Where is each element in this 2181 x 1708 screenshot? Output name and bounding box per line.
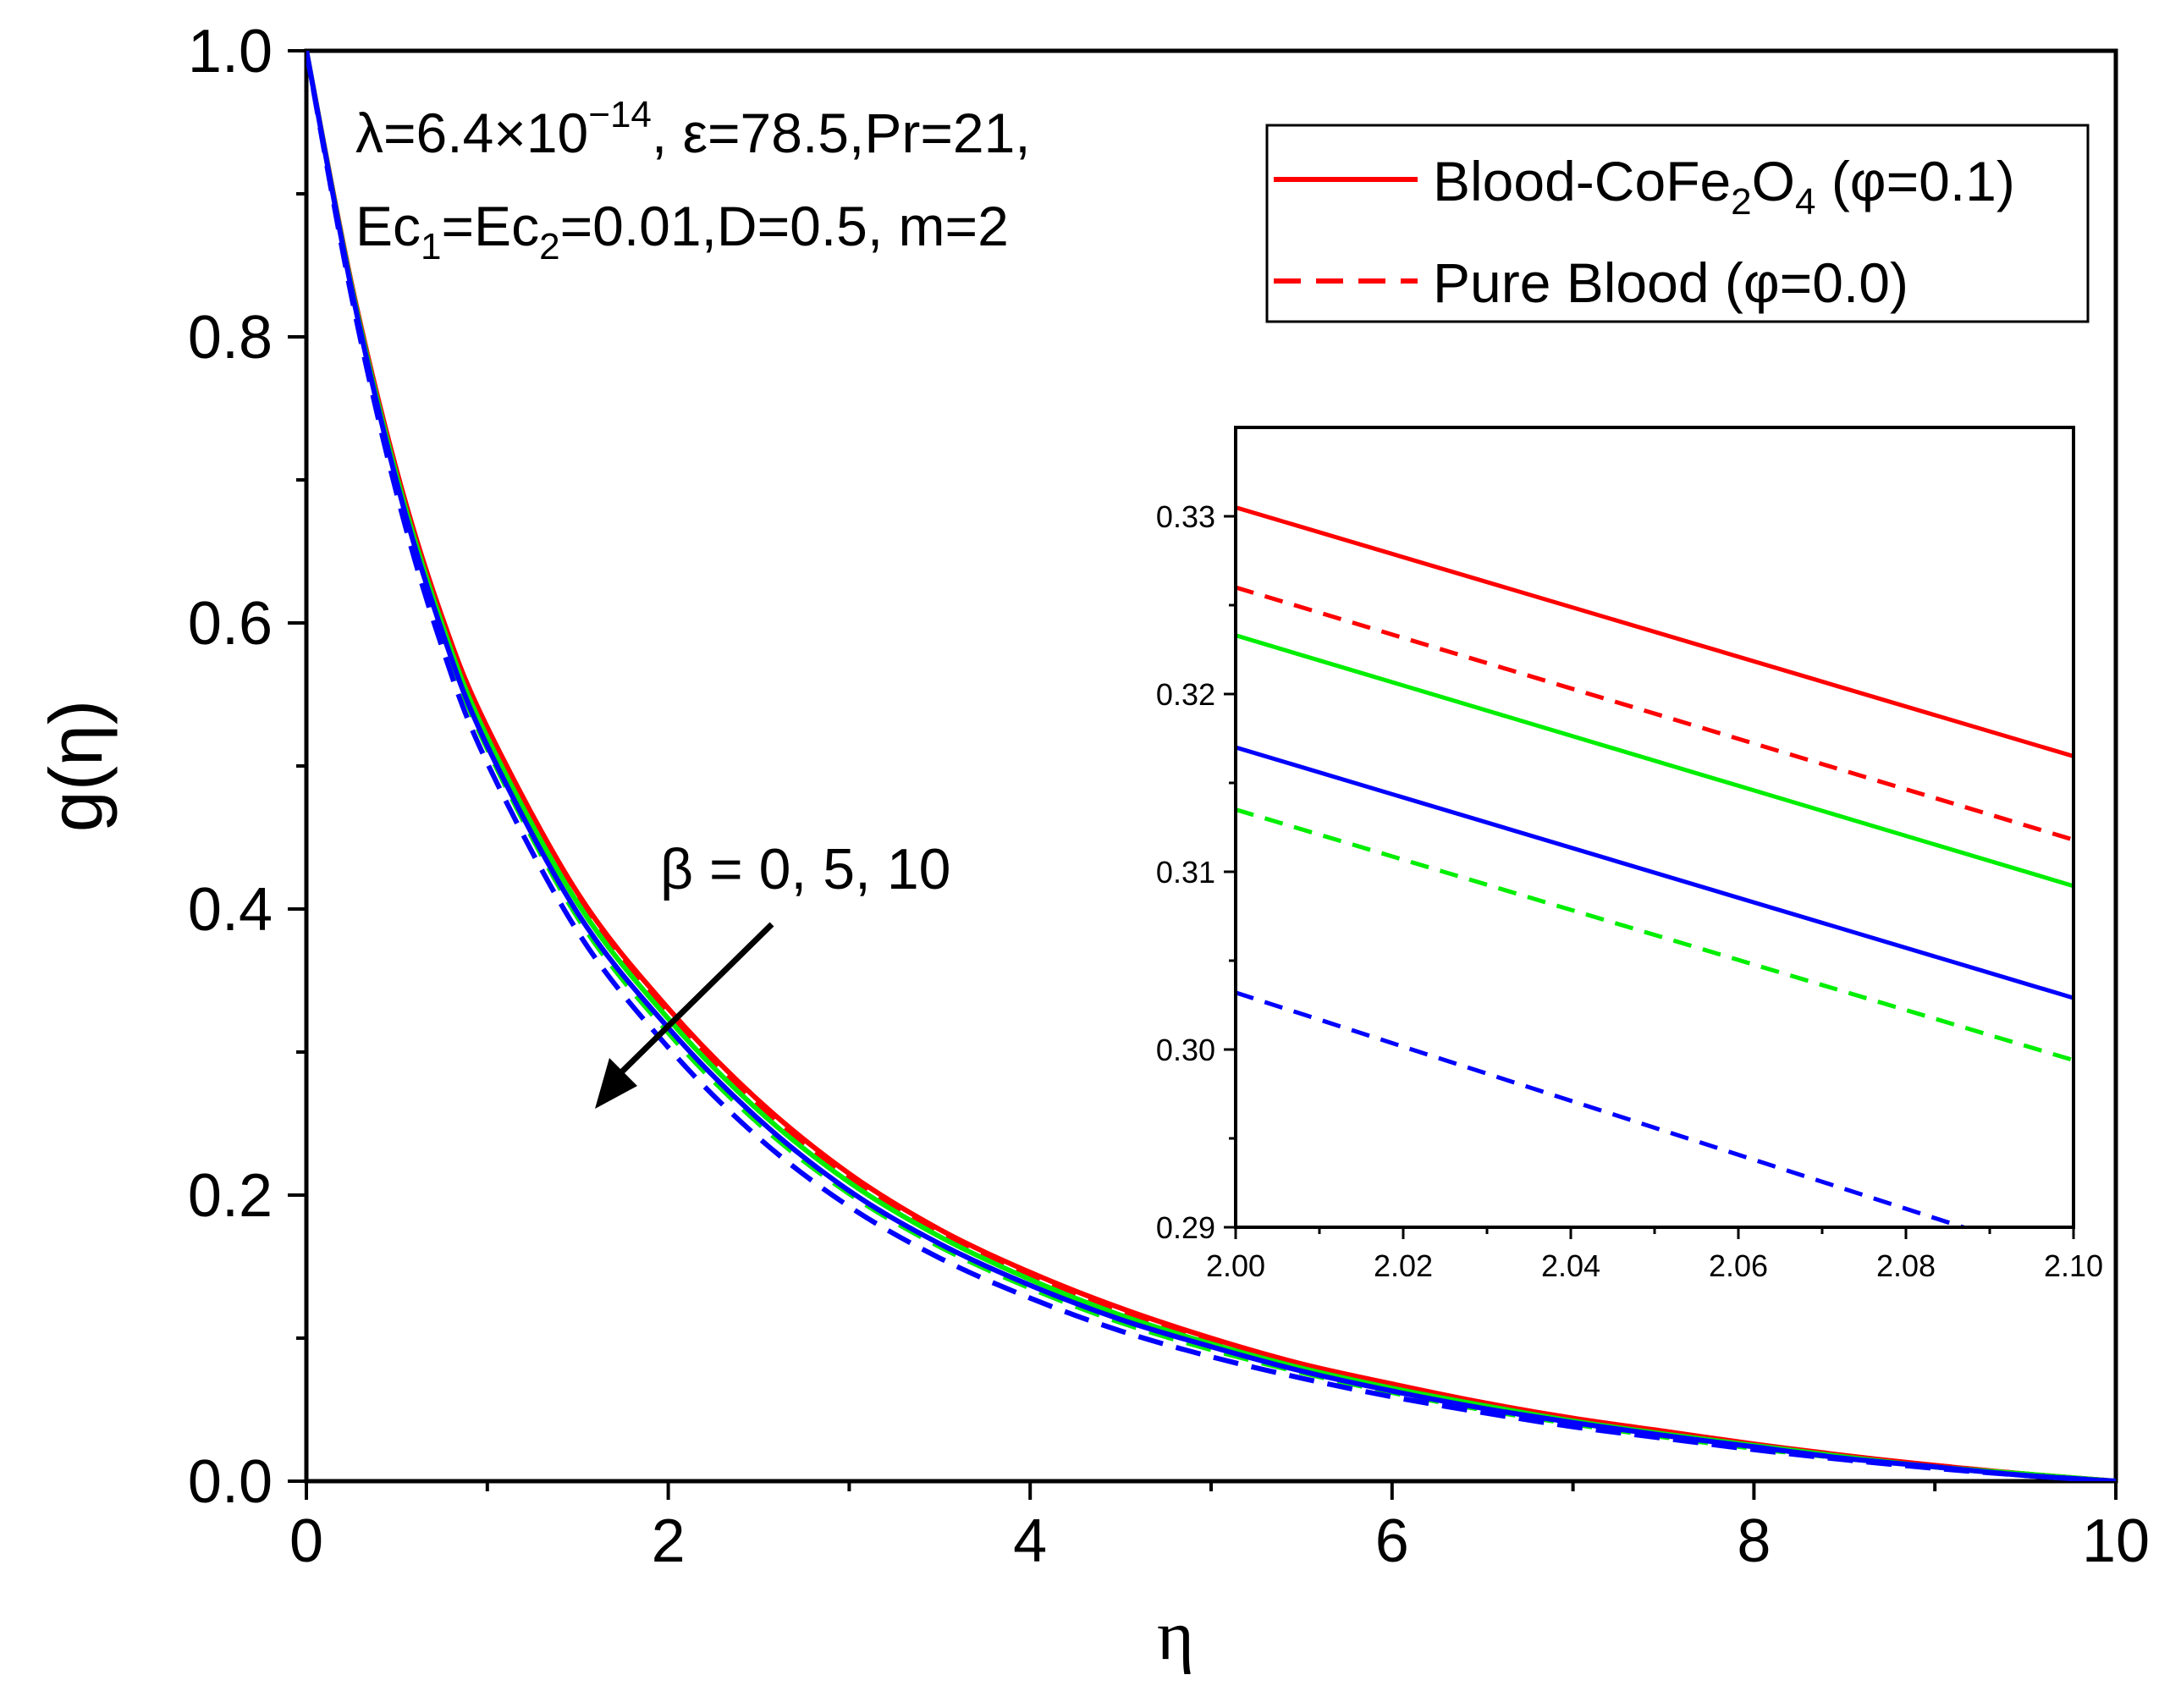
parameter-line-1: λ=6.4×10−14, ε=78.5,Pr=21, — [355, 94, 1031, 164]
inset-series-line-10-0-1 — [1236, 745, 2074, 1000]
parameter-rest-1: , ε=78.5,Pr=21, — [652, 102, 1031, 164]
inset-series-group — [1236, 505, 2074, 1227]
inset-x-tick-label-2-10: 2.10 — [2044, 1248, 2103, 1283]
series-line-10-0-1 — [306, 51, 2116, 1481]
parameter-lambda-exponent: −14 — [588, 94, 652, 135]
inset-axes-group: 2.00 2.02 2.04 2.06 2.08 2.10 0.29 0.30 0.31 0.32… — [1156, 499, 2103, 1283]
inset-series-line-5-0-0 — [1236, 807, 2074, 1062]
inset-y-tick-label-0-30: 0.30 — [1156, 1033, 1215, 1067]
legend: Blood-CoFe2O4 (φ=0.1) Pure Blood (φ=0.0) — [1265, 124, 2090, 323]
x-tick-label-10: 10 — [2082, 1507, 2150, 1575]
inset-series-line-10-0-0 — [1236, 990, 1970, 1227]
inset-y-tick-label-0-32: 0.32 — [1156, 677, 1215, 712]
y-tick-label-0-0: 0.0 — [188, 1448, 273, 1516]
y-tick-label-0-4: 0.4 — [188, 876, 273, 944]
x-tick-label-4: 4 — [1013, 1507, 1047, 1575]
x-axis-label: η — [1157, 1596, 1194, 1675]
legend-label-blood-cofe2o4: Blood-CoFe2O4 (φ=0.1) — [1433, 150, 2015, 223]
legend-label-1-tail: (φ=0.1) — [1815, 150, 2014, 212]
inset-y-tick-label-0-31: 0.31 — [1156, 855, 1215, 890]
inset-x-tick-label-2-02: 2.02 — [1374, 1248, 1433, 1283]
x-tick-label-2: 2 — [652, 1507, 686, 1575]
inset-x-tick-label-2-00: 2.00 — [1206, 1248, 1265, 1283]
legend-box — [1265, 124, 2090, 323]
parameter-lambda: λ=6.4×10 — [355, 102, 588, 164]
main-series-group — [306, 51, 2116, 1481]
y-axis-label: g(η) — [34, 700, 118, 833]
beta-annotation: β = 0, 5, 10 — [660, 837, 950, 901]
y-tick-label-0-2: 0.2 — [188, 1162, 273, 1230]
y-tick-label-1-0: 1.0 — [188, 18, 273, 85]
parameter-ec-sub-2: 2 — [539, 226, 559, 267]
inset-x-tick-label-2-06: 2.06 — [1709, 1248, 1768, 1283]
parameter-ec-sub-1: 1 — [421, 226, 441, 267]
x-tick-label-0: 0 — [289, 1507, 323, 1575]
inset-y-tick-label-0-33: 0.33 — [1156, 499, 1215, 534]
inset-series-line-0-0-1 — [1236, 505, 2074, 758]
inset-plot-background — [1236, 427, 2074, 1227]
x-tick-label-8: 8 — [1737, 1507, 1771, 1575]
legend-label-1-sub-1: 2 — [1731, 181, 1751, 223]
legend-label-1-mid: O — [1752, 150, 1795, 212]
legend-label-1-main: Blood-CoFe — [1433, 150, 1731, 212]
series-line-10-0-0 — [306, 51, 2116, 1481]
inset-y-tick-label-0-29: 0.29 — [1156, 1210, 1215, 1245]
beta-arrow-shaft — [618, 922, 774, 1076]
inset-series-line-5-0-1 — [1236, 633, 2074, 889]
legend-label-1-sub-2: 4 — [1795, 181, 1815, 223]
parameter-ec: Ec — [355, 195, 421, 257]
y-tick-label-0-6: 0.6 — [188, 590, 273, 658]
x-tick-label-6: 6 — [1375, 1507, 1409, 1575]
inset-x-tick-label-2-08: 2.08 — [1876, 1248, 1936, 1283]
inset-series-line-0-0-0 — [1236, 585, 2074, 842]
beta-arrow-head — [595, 1058, 637, 1109]
inset-x-tick-label-2-04: 2.04 — [1541, 1248, 1600, 1283]
parameter-rest-2: =0.01,D=0.5, m=2 — [560, 195, 1009, 257]
parameter-line-2: Ec1=Ec2=0.01,D=0.5, m=2 — [355, 195, 1009, 267]
y-tick-label-0-8: 0.8 — [188, 304, 273, 372]
parameter-ec-2: =Ec — [442, 195, 540, 257]
main-axes-group: 0 2 4 6 8 10 0.0 0.2 0.4 0.6 0.8 1.0 — [188, 18, 2150, 1575]
legend-label-pure-blood: Pure Blood (φ=0.0) — [1433, 251, 1908, 314]
